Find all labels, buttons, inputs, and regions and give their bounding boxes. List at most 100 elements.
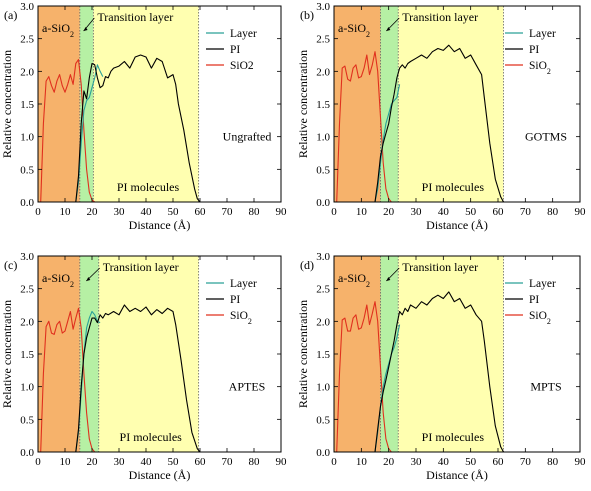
x-tick-label: 20 xyxy=(383,206,395,218)
region-label-transition: Transition layer xyxy=(103,260,179,274)
region-band-3 xyxy=(398,6,504,202)
x-tick-label: 80 xyxy=(249,456,261,468)
x-tick-label: 30 xyxy=(411,456,423,468)
chart-panel-3: 0 10 20 30 40 50 60 70 80 90 0.0 0.5 1.0 1.5 2.0 2.5 3.0… xyxy=(0,251,287,482)
x-tick-label: 20 xyxy=(87,456,99,468)
arrow-head xyxy=(83,27,88,31)
region-band-2 xyxy=(79,6,94,202)
series-line-pi xyxy=(75,54,201,203)
panel-label: (b) xyxy=(300,8,314,22)
x-tick-label: 90 xyxy=(276,456,288,468)
x-tick-label: 90 xyxy=(575,206,587,218)
y-tick-label: 2.5 xyxy=(20,284,34,296)
x-tick-label: 70 xyxy=(222,456,234,468)
x-tick-label: 0 xyxy=(35,456,41,468)
y-tick-label: 0.0 xyxy=(20,197,34,209)
legend-entry-layer: Layer xyxy=(529,278,556,290)
y-tick-label: 3.0 xyxy=(316,1,330,13)
series-line-sio2 xyxy=(38,59,96,203)
y-axis-label: Relative concentration xyxy=(296,50,310,158)
x-tick-label: 10 xyxy=(356,206,368,218)
x-tick-label: 10 xyxy=(60,206,72,218)
x-tick-label: 0 xyxy=(331,456,337,468)
panel-label: (d) xyxy=(300,258,314,272)
series-line-sio2 xyxy=(334,301,392,453)
x-tick-label: 60 xyxy=(195,206,207,218)
legend-entry-layer: Layer xyxy=(230,278,257,290)
region-band-3 xyxy=(98,256,199,452)
legend-entry-pi: PI xyxy=(529,44,539,56)
y-axis-label: Relative concentration xyxy=(296,300,310,408)
y-tick-label: 1.5 xyxy=(316,349,330,361)
legend-entry-layer: Layer xyxy=(230,28,257,40)
panel-label: (c) xyxy=(4,258,17,272)
x-tick-label: 20 xyxy=(87,206,99,218)
grafting-label: Ungrafted xyxy=(223,130,272,144)
y-tick-label: 2.5 xyxy=(316,34,330,46)
x-tick-label: 30 xyxy=(114,206,126,218)
x-axis-label: Distance (Å) xyxy=(426,218,488,232)
region-label-transition: Transition layer xyxy=(402,10,478,24)
grafting-label: GOTMS xyxy=(525,130,567,144)
y-tick-label: 1.5 xyxy=(316,99,330,111)
x-tick-label: 70 xyxy=(222,206,234,218)
x-tick-label: 10 xyxy=(356,456,368,468)
x-tick-label: 50 xyxy=(168,206,180,218)
x-axis-label: Distance (Å) xyxy=(129,468,191,482)
legend-entry-sio2: SiO2 xyxy=(529,60,551,76)
region-label-asio2: a-SiO2 xyxy=(42,271,74,289)
region-band-1 xyxy=(334,6,381,202)
y-tick-label: 1.0 xyxy=(316,132,330,144)
chart-panel-2: 0 10 20 30 40 50 60 70 80 90 0.0 0.5 1.0 1.5 2.0 2.5 3.0… xyxy=(296,1,586,232)
legend-entry-sio2: SiO2 xyxy=(529,310,551,326)
grafting-label: MPTS xyxy=(530,380,561,394)
region-band-1 xyxy=(334,256,381,452)
legend-entry-pi: PI xyxy=(230,294,240,306)
y-tick-label: 1.0 xyxy=(20,132,34,144)
arrow-head xyxy=(386,27,391,31)
grafting-label: APTES xyxy=(229,380,266,394)
y-tick-label: 0.5 xyxy=(316,164,330,176)
y-tick-label: 3.0 xyxy=(316,251,330,263)
region-band-2 xyxy=(79,256,99,452)
y-tick-label: 3.0 xyxy=(20,1,34,13)
y-tick-label: 2.5 xyxy=(20,34,34,46)
x-tick-label: 50 xyxy=(465,456,477,468)
region-label-pi: PI molecules xyxy=(120,430,183,444)
x-tick-label: 80 xyxy=(547,456,559,468)
x-tick-label: 50 xyxy=(465,206,477,218)
region-label-pi: PI molecules xyxy=(117,180,180,194)
y-tick-label: 1.0 xyxy=(20,382,34,394)
legend-entry-sio2: SiO2 xyxy=(230,310,252,326)
series-line-sio2 xyxy=(334,51,392,203)
y-tick-label: 0.0 xyxy=(316,447,330,459)
chart-panel-1: 0 10 20 30 40 50 60 70 80 90 0.0 0.5 1.0 1.5 2.0 2.5 3.0… xyxy=(0,1,287,232)
x-tick-label: 60 xyxy=(493,206,505,218)
series-line-pi xyxy=(75,304,201,453)
region-band-3 xyxy=(93,6,199,202)
arrow-head xyxy=(86,277,91,281)
panel-label: (a) xyxy=(4,8,17,22)
x-axis-label: Distance (Å) xyxy=(426,468,488,482)
x-tick-label: 0 xyxy=(35,206,41,218)
y-tick-label: 0.5 xyxy=(20,164,34,176)
y-tick-label: 0.0 xyxy=(20,447,34,459)
y-tick-label: 2.0 xyxy=(20,316,34,328)
y-tick-label: 1.5 xyxy=(20,349,34,361)
x-tick-label: 40 xyxy=(141,206,153,218)
x-tick-label: 30 xyxy=(411,206,423,218)
x-tick-label: 20 xyxy=(383,456,395,468)
legend-entry-pi: PI xyxy=(529,294,539,306)
region-label-asio2: a-SiO2 xyxy=(338,271,370,289)
x-tick-label: 40 xyxy=(141,456,153,468)
x-tick-label: 70 xyxy=(520,206,532,218)
y-tick-label: 0.0 xyxy=(316,197,330,209)
y-tick-label: 2.0 xyxy=(20,66,34,78)
region-label-asio2: a-SiO2 xyxy=(338,21,370,39)
series-line-layer xyxy=(75,64,104,203)
region-label-asio2: a-SiO2 xyxy=(42,21,74,39)
y-tick-label: 2.0 xyxy=(316,66,330,78)
x-tick-label: 80 xyxy=(249,206,261,218)
